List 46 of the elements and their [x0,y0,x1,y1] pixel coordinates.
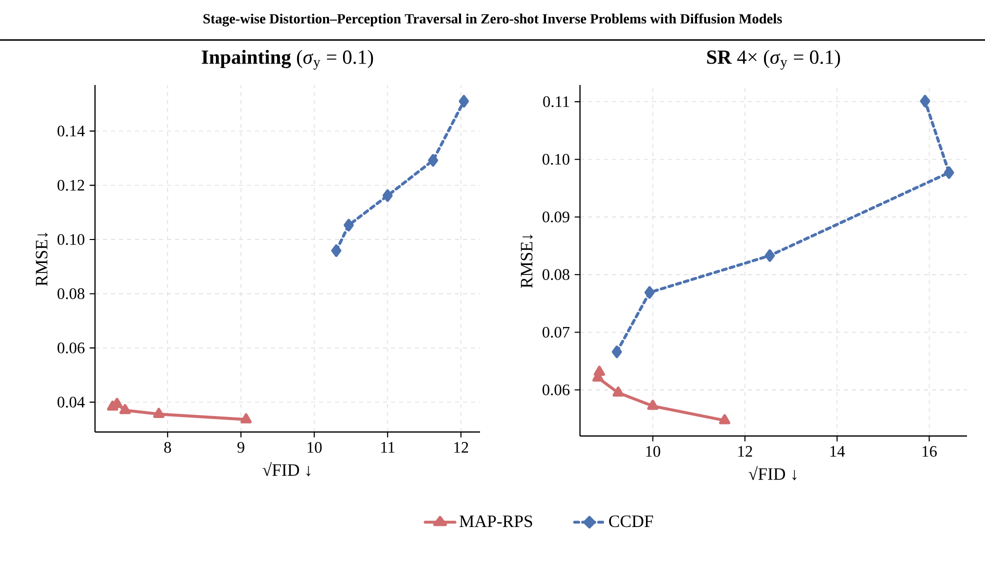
x-tick-label: 10 [646,446,660,457]
y-tick-label: 0.09 [542,212,570,222]
x-tick-label: 9 [237,442,244,453]
x-tick-label: 8 [164,442,171,453]
y-tick-label: 0.10 [58,234,84,245]
y-tick-label: 0.12 [58,180,84,191]
x-tick-label: 12 [738,446,752,457]
y-tick-label: 0.14 [58,126,85,137]
point [647,400,658,410]
point [428,154,438,167]
point [458,94,469,108]
x-tick-label: 10 [308,442,322,453]
point [920,94,930,108]
x-axis-title: √FID ↓ [748,466,796,480]
point [612,346,622,358]
y-tick-label: 0.06 [58,342,84,354]
y-axis-title: RMSE↓ [520,234,533,288]
y-tick-label: 0.07 [542,326,570,338]
text: Stage-wise Distortion–Perception Traversal in Zero-shot Inverse Problems with Diffusion Models [204,14,782,26]
point [644,286,655,299]
point [764,249,775,262]
chart-title: SR 4× (σ$_{y}$ = 0.1) [707,50,840,70]
x-axis-title: √FID ↓ [262,462,310,476]
x-tick-label: 16 [922,446,937,457]
chart-title: Inpainting (σ$_{y}$ = 0.1) [202,50,374,70]
point [719,414,730,424]
y-axis-title: RMSE↓ [36,232,48,286]
point [344,218,354,232]
x-tick-label: 14 [830,446,845,457]
y-tick-label: 0.10 [542,154,570,165]
legend-label: MAP-RPS [460,515,532,528]
x-tick-label: 12 [454,442,468,453]
point [331,244,342,257]
y-tick-label: 0.06 [542,384,570,396]
point [382,189,393,202]
y-tick-label: 0.04 [58,396,85,408]
point [612,386,624,397]
legend-label: CCDF [609,515,654,528]
y-tick-label: 0.11 [543,96,570,108]
point [119,404,131,414]
y-tick-label: 0.08 [58,288,84,300]
y-tick-label: 0.08 [542,269,570,280]
x-tick-label: 11 [381,442,394,453]
point [944,166,954,179]
point [240,413,252,424]
point [153,408,164,418]
